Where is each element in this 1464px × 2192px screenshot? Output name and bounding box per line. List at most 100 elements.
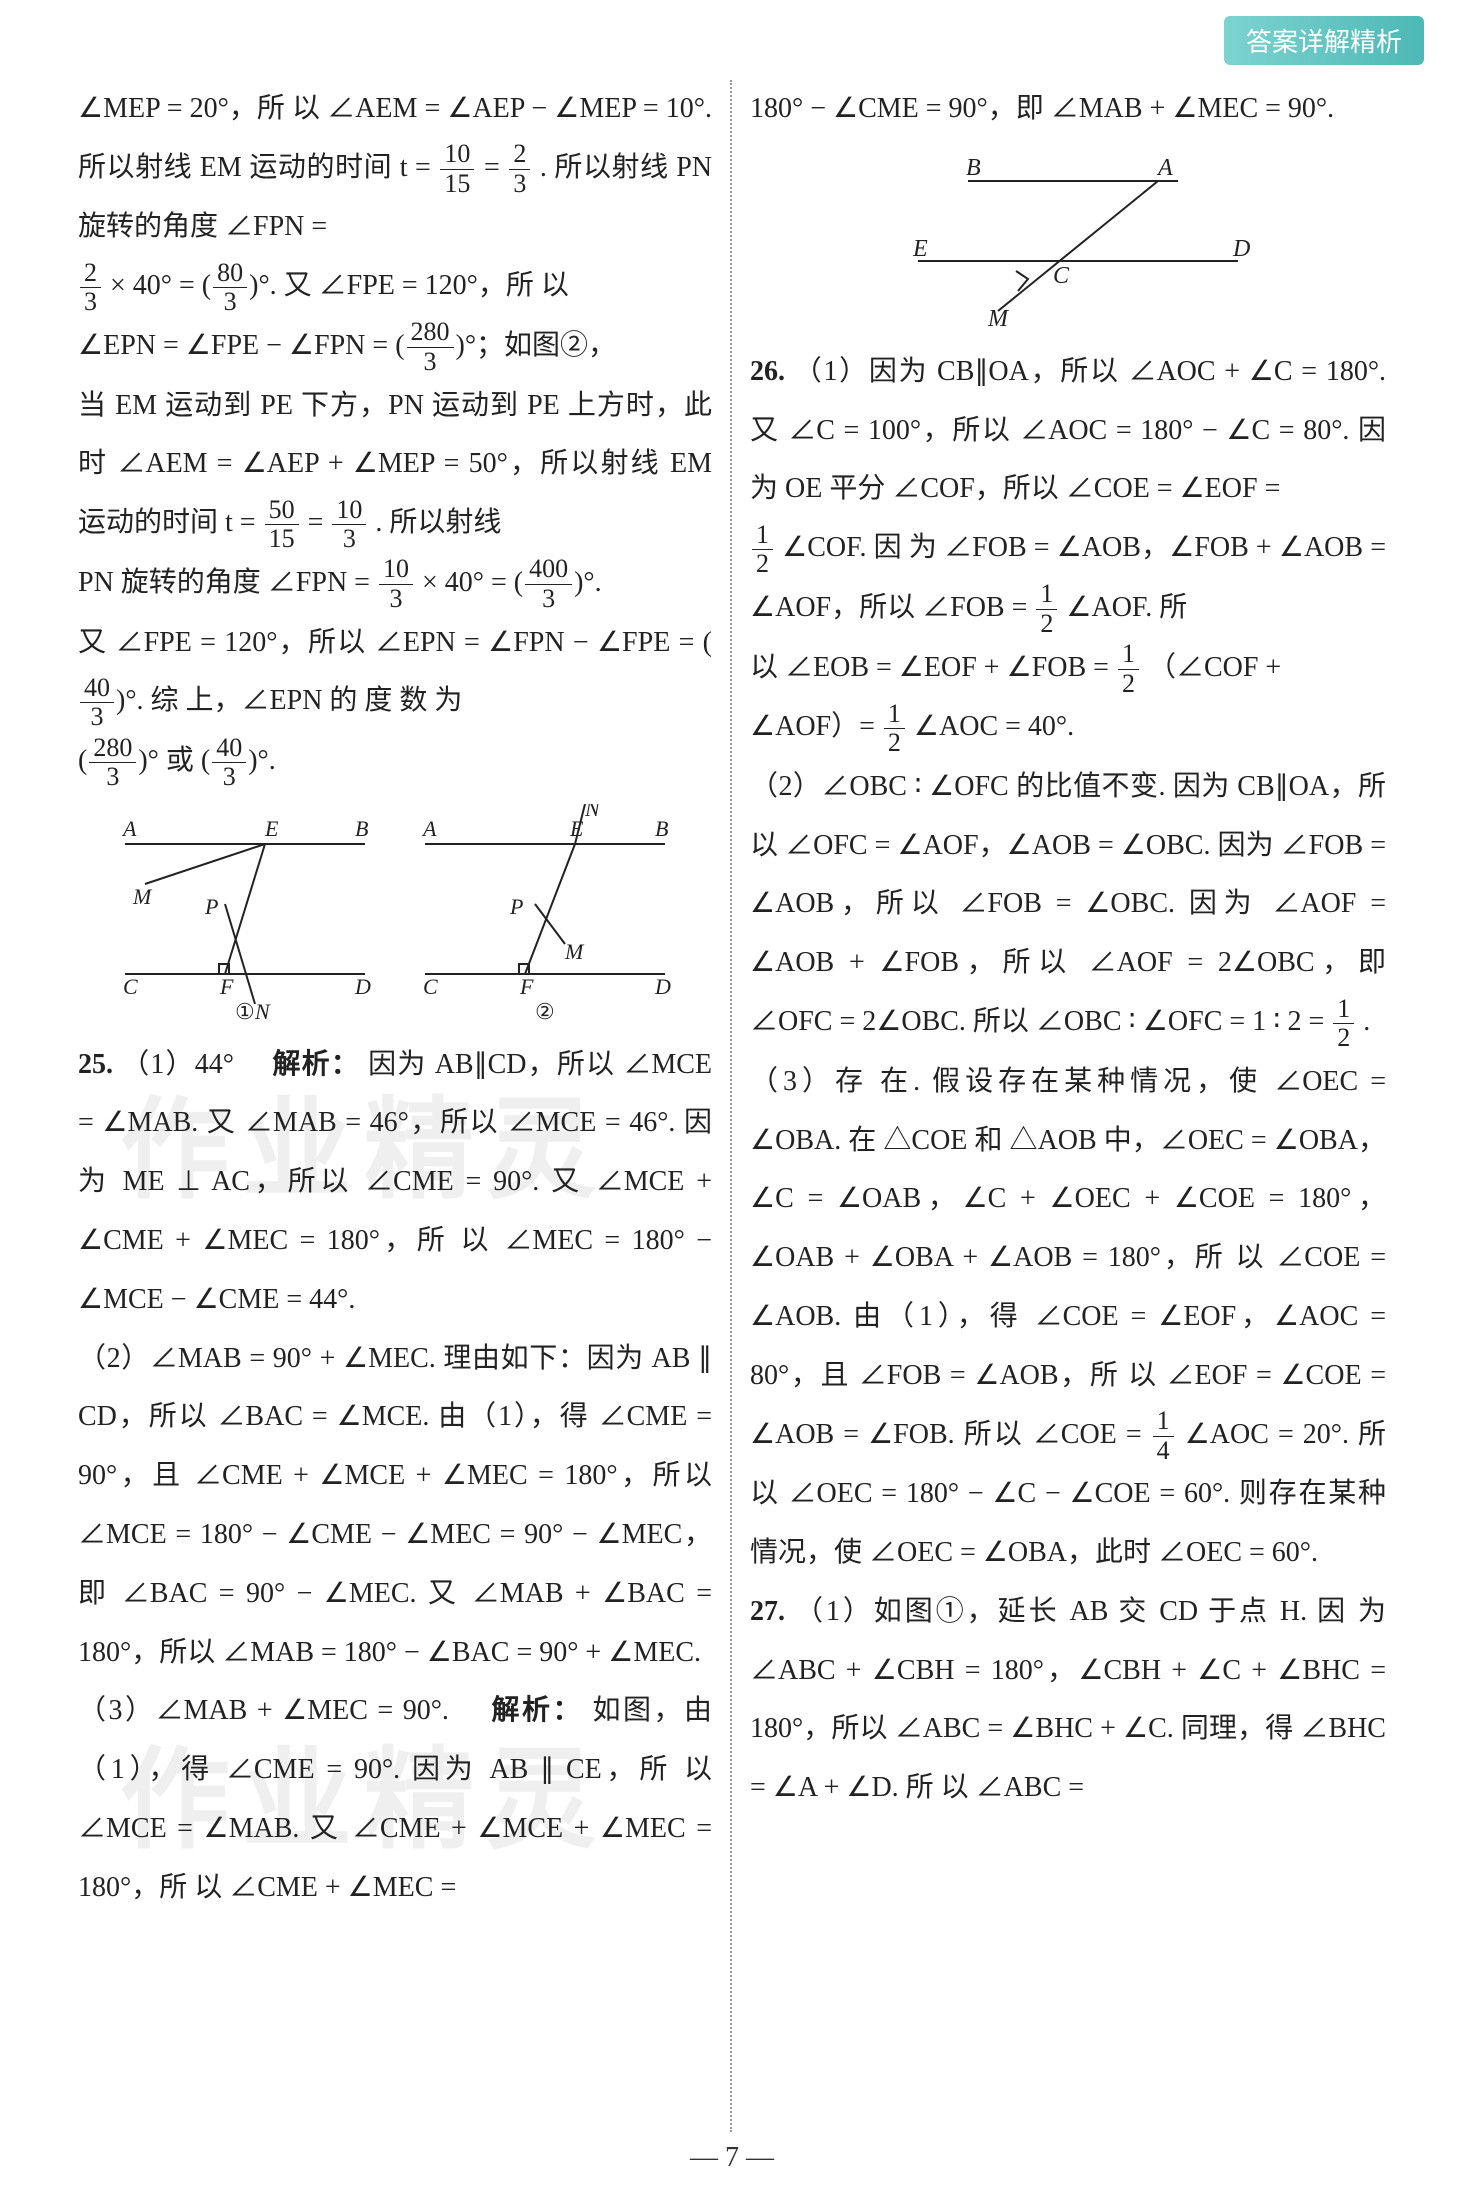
t: °；如图②， [465, 330, 616, 361]
t: 如图，由（1），得 ∠CME = 90°. 因为 AB ∥ CE，所 以 ∠MC… [78, 1695, 712, 1902]
text: ∠EPN = ∠FPE − ∠FPN = (2803)°；如图②， [78, 317, 712, 377]
frac: 403 [80, 674, 114, 732]
frac: 103 [379, 555, 413, 613]
t: （1）44° [121, 1049, 264, 1080]
svg-text:C: C [423, 974, 438, 999]
header-tag: 答案详解精析 [1224, 16, 1424, 65]
t: ∠AOF. 所 [1066, 592, 1187, 623]
svg-text:B: B [966, 155, 981, 181]
analysis-label: 解析： [491, 1695, 583, 1726]
text: 26. （1）因为 CB∥OA，所以 ∠AOC + ∠C = 180°. 又 ∠… [750, 343, 1386, 519]
frac: 23 [80, 259, 101, 317]
frac: 5015 [265, 496, 299, 554]
svg-text:N: N [584, 804, 601, 821]
t: （1）如图①，延长 AB 交 CD 于点 H. 因 为 ∠ABC + ∠CBH … [750, 1596, 1386, 1803]
svg-text:M: M [987, 306, 1010, 331]
svg-text:D: D [1232, 236, 1250, 262]
t: × 40° = [110, 270, 202, 301]
t: PN 旋转的角度 ∠FPN = [78, 567, 377, 598]
t: ∠AOF）= [750, 711, 882, 742]
t: （3）存 在. 假设存在某种情况，使 ∠OEC = ∠OBA. 在 △COE 和… [750, 1066, 1386, 1450]
svg-text:M: M [132, 884, 153, 909]
svg-text:A: A [421, 816, 437, 841]
text: 12 ∠COF. 因 为 ∠FOB = ∠AOB，∠FOB + ∠AOB = ∠… [750, 519, 1386, 638]
frac: 12 [1036, 580, 1057, 638]
svg-text:F: F [219, 974, 234, 999]
t: （∠COF + [1148, 652, 1281, 683]
frac: 12 [884, 700, 905, 758]
text: 以 ∠EOB = ∠EOF + ∠FOB = 12 （∠COF + [750, 639, 1386, 699]
frac: 1015 [440, 140, 474, 198]
svg-text:F: F [519, 974, 534, 999]
svg-text:②: ② [535, 999, 555, 1024]
t: . 所以射线 [375, 507, 501, 538]
frac: 14 [1153, 1407, 1174, 1465]
text: 23 × 40° = (803)°. 又 ∠FPE = 120°，所 以 [78, 257, 712, 317]
svg-text:B: B [655, 816, 668, 841]
text: 27. （1）如图①，延长 AB 交 CD 于点 H. 因 为 ∠ABC + ∠… [750, 1583, 1386, 1818]
t: . [1363, 1006, 1370, 1037]
text: ∠MEP = 20°，所 以 ∠AEM = ∠AEP − ∠MEP = 10°.… [78, 80, 712, 257]
svg-text:A: A [121, 816, 137, 841]
svg-text:D: D [654, 974, 671, 999]
t: （3）∠MAB + ∠MEC = 90°. [78, 1695, 482, 1726]
analysis-label: 解析： [272, 1049, 360, 1080]
text: 当 EM 运动到 PE 下方，PN 运动到 PE 上方时，此时 ∠AEM = ∠… [78, 377, 712, 554]
text: （3）存 在. 假设存在某种情况，使 ∠OEC = ∠OBA. 在 △COE 和… [750, 1053, 1386, 1583]
q25-number: 25. [78, 1049, 113, 1080]
left-column: ∠MEP = 20°，所 以 ∠AEM = ∠AEP − ∠MEP = 10°.… [60, 80, 732, 2132]
t: 又 ∠FPE = 120°，所以 ∠EPN = ∠FPN − ∠FPE = [78, 627, 703, 658]
frac: 12 [1118, 640, 1139, 698]
svg-text:M: M [564, 939, 585, 964]
t: 以 ∠EOB = ∠EOF + ∠FOB = [750, 652, 1116, 683]
t: = [484, 152, 507, 183]
q26-number: 26. [750, 356, 785, 387]
t: °. [583, 567, 601, 598]
frac: 103 [332, 496, 366, 554]
t: 因为 AB∥CD，所以 ∠MCE = ∠MAB. 又 ∠MAB = 46°，所以… [78, 1049, 712, 1315]
page-content: ∠MEP = 20°，所 以 ∠AEM = ∠AEP − ∠MEP = 10°.… [60, 80, 1404, 2132]
text: PN 旋转的角度 ∠FPN = 103 × 40° = (4003)°. [78, 554, 712, 614]
text: （2）∠OBC ∶ ∠OFC 的比值不变. 因为 CB∥OA，所以 ∠OFC =… [750, 758, 1386, 1053]
right-column: 180° − ∠CME = 90°，即 ∠MAB + ∠MEC = 90°. B… [732, 80, 1404, 2132]
t: °. 综 上，∠EPN 的 度 数 为 [125, 685, 462, 716]
t: （2）∠OBC ∶ ∠OFC 的比值不变. 因为 CB∥OA，所以 ∠OFC =… [750, 771, 1386, 1037]
frac: 23 [509, 140, 530, 198]
text: ∠AOF）= 12 ∠AOC = 40°. [750, 698, 1386, 758]
text: (2803)° 或 (403)°. [78, 732, 712, 792]
t: （1）因为 CB∥OA，所以 ∠AOC + ∠C = 180°. 又 ∠C = … [750, 356, 1386, 505]
text: 180° − ∠CME = 90°，即 ∠MAB + ∠MEC = 90°. [750, 80, 1386, 139]
diagram-right: B A E C D M [858, 151, 1278, 331]
frac: 403 [212, 734, 246, 792]
svg-text:B: B [355, 816, 368, 841]
frac: 12 [1333, 995, 1354, 1053]
svg-text:P: P [204, 894, 218, 919]
t: = [308, 507, 331, 538]
t: °. [258, 745, 276, 776]
text: （3）∠MAB + ∠MEC = 90°. 解析： 如图，由（1），得 ∠CME… [78, 1682, 712, 1917]
svg-text:A: A [1156, 155, 1173, 181]
t: ∠AOC = 40°. [914, 711, 1074, 742]
text: （2）∠MAB = 90° + ∠MEC. 理由如下：因为 AB ∥ CD，所以… [78, 1330, 712, 1683]
frac: 803 [213, 259, 247, 317]
svg-text:E: E [264, 816, 279, 841]
t: ∠EPN = ∠FPE − ∠FPN = [78, 330, 395, 361]
frac: 2803 [407, 318, 454, 376]
t: ° 或 [148, 745, 201, 776]
frac: 2803 [89, 734, 136, 792]
text: 25. （1）44° 解析： 因为 AB∥CD，所以 ∠MCE = ∠MAB. … [78, 1036, 712, 1330]
svg-text:C: C [1053, 263, 1070, 289]
svg-text:①: ① [235, 999, 255, 1024]
frac: 12 [752, 521, 773, 579]
t: °. 又 ∠FPE = 120°，所 以 [258, 270, 568, 301]
frac: 4003 [525, 555, 572, 613]
svg-text:D: D [354, 974, 371, 999]
svg-text:P: P [509, 894, 523, 919]
text: 又 ∠FPE = 120°，所以 ∠EPN = ∠FPN − ∠FPE = (4… [78, 614, 712, 732]
svg-text:N: N [254, 999, 271, 1024]
t: × 40° = [422, 567, 514, 598]
page-number: — 7 — [0, 2142, 1464, 2174]
svg-text:C: C [123, 974, 138, 999]
svg-text:E: E [912, 236, 928, 262]
svg-text:E: E [569, 816, 584, 841]
